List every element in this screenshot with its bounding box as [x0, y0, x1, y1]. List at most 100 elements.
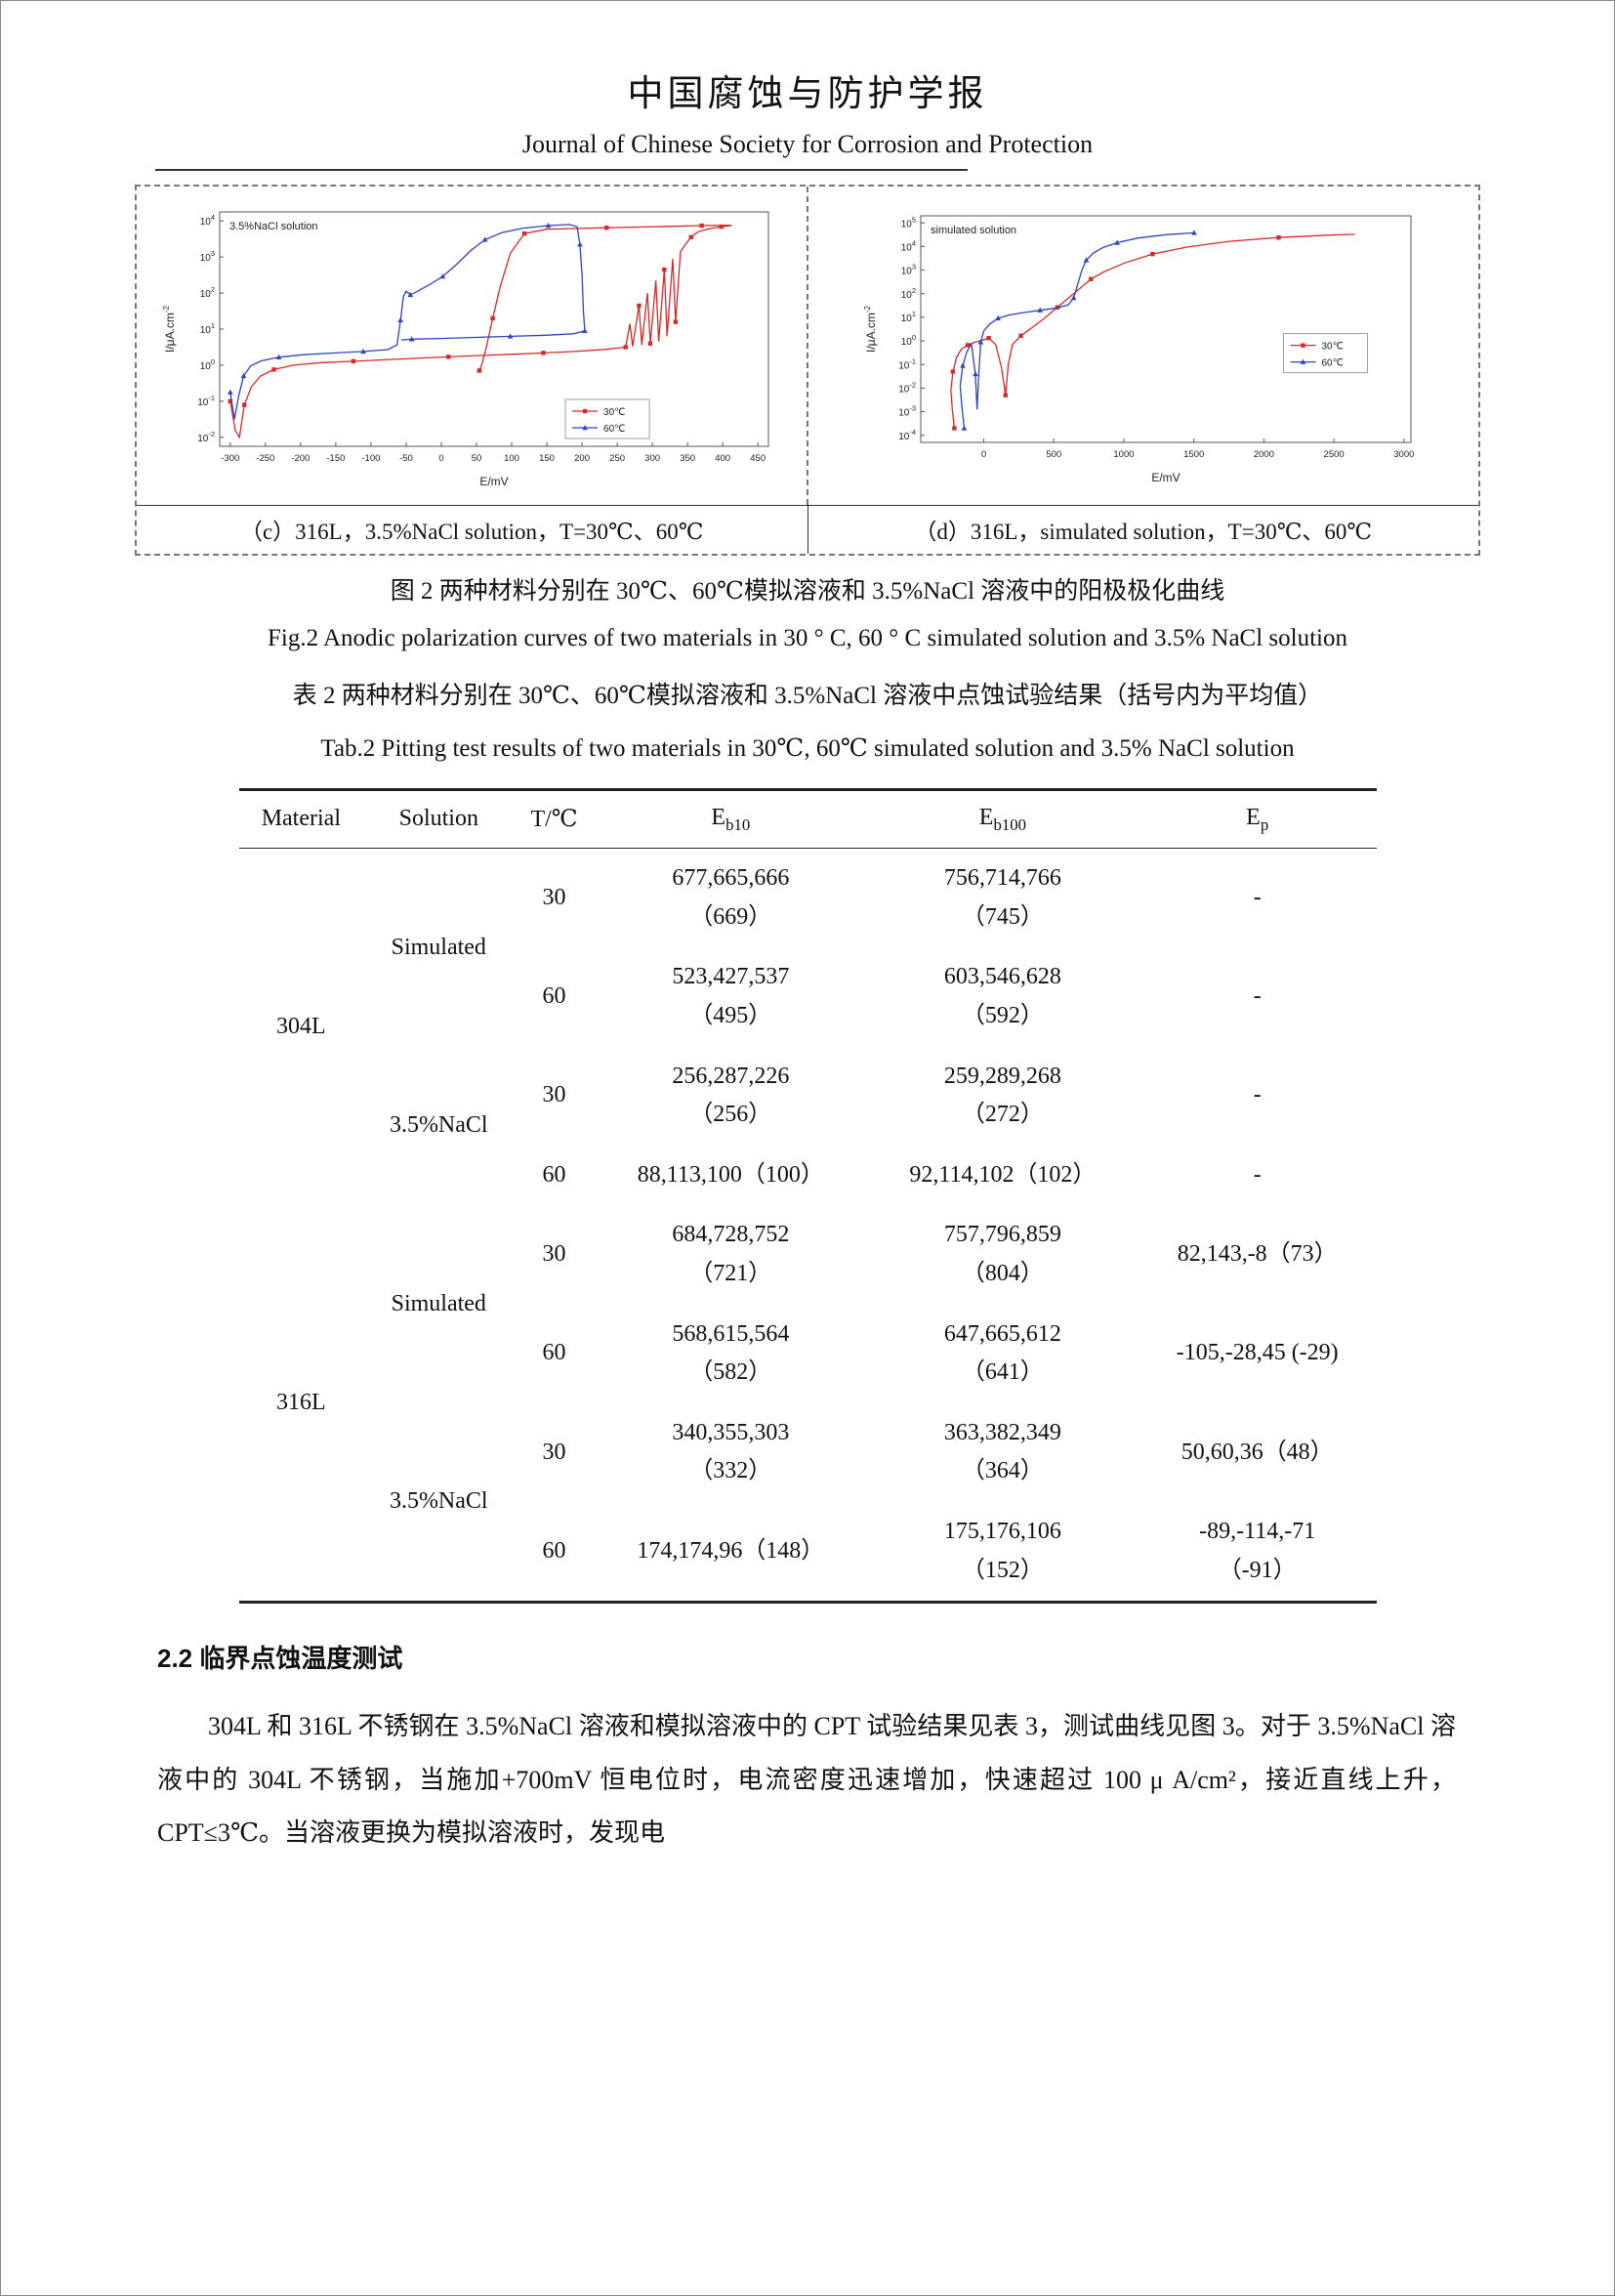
cell-solution: 3.5%NaCl: [389, 1112, 488, 1139]
caption-subfigure-c: （c）316L，3.5%NaCl solution，T=30℃、60℃: [137, 506, 808, 554]
table-row: 60 88,113,100（100） 92,114,102（102） -: [239, 1146, 1377, 1206]
table-row: 60 568,615,564 （582） 647,665,612 （641） -105,-…: [239, 1305, 1377, 1403]
cell-eb10: 256,287,226 （256）: [672, 1063, 790, 1128]
cell-temperature: 30: [542, 1082, 566, 1108]
svg-text:I/μA.cm-2: I/μA.cm-2: [863, 305, 878, 353]
table-row: 60 174,174,96（148） 175,176,106 （152） -89,-11…: [239, 1502, 1377, 1603]
chart-c-container: -300 -250 -200 -150 -100 -50 0 50 100 150 200 250 30…: [137, 187, 808, 505]
figure-caption-chinese: 图 2 两种材料分别在 30℃、60℃模拟溶液和 3.5%NaCl 溶液中的阳极…: [390, 578, 1225, 605]
cell-temperature: 30: [542, 1241, 566, 1268]
svg-text:30℃: 30℃: [1321, 342, 1343, 353]
subfigure-captions-row: （c）316L，3.5%NaCl solution，T=30℃、60℃ （d）3…: [137, 505, 1478, 554]
cell-temperature: 60: [542, 1537, 566, 1564]
figure-2-panel: -300 -250 -200 -150 -100 -50 0 50 100 150 200 250 30…: [135, 185, 1480, 556]
svg-text:-200: -200: [291, 453, 310, 464]
results-table-header-row: Material Solution T/℃ Eb10 Eb100 Ep: [238, 787, 1377, 850]
svg-text:-300: -300: [221, 453, 239, 464]
cell-eb100: 363,382,349 （364）: [943, 1419, 1061, 1484]
svg-text:-100: -100: [361, 453, 380, 464]
caption-subfigure-d: （d）316L，simulated solution，T=30℃、60℃: [914, 520, 1373, 544]
figure-charts-row: -300 -250 -200 -150 -100 -50 0 50 100 150 200 250 30…: [137, 187, 1478, 505]
svg-text:E/mV: E/mV: [1151, 471, 1180, 484]
svg-text:400: 400: [715, 453, 730, 464]
svg-text:2000: 2000: [1254, 449, 1274, 460]
svg-text:E/mV: E/mV: [479, 475, 508, 488]
column-header: Eb100: [866, 787, 1139, 850]
table-caption-chinese: 表 2 两种材料分别在 30℃、60℃模拟溶液和 3.5%NaCl 溶液中点蚀试…: [292, 682, 1323, 709]
cell-ep: -89,-114,-71 （-91）: [1199, 1519, 1316, 1583]
svg-text:I/μA.cm-2: I/μA.cm-2: [162, 305, 177, 353]
svg-text:150: 150: [539, 453, 555, 464]
column-header: Eb10: [594, 787, 867, 850]
cell-eb100: 259,289,268 （272）: [943, 1063, 1061, 1128]
cell-eb100: 756,714,766 （745）: [943, 865, 1061, 930]
svg-text:500: 500: [1046, 449, 1061, 460]
svg-text:2500: 2500: [1324, 449, 1345, 460]
cell-ep: 82,143,-8（73）: [1177, 1241, 1338, 1268]
cell-temperature: 30: [542, 885, 566, 911]
cell-eb10: 684,728,752 （721）: [672, 1222, 790, 1287]
svg-text:1000: 1000: [1113, 449, 1134, 460]
svg-text:30℃: 30℃: [603, 407, 625, 418]
svg-text:250: 250: [609, 453, 625, 464]
polarization-chart-d: 0 500 1000 1500 2000 2500 300010-410-310-210-1…: [860, 202, 1427, 489]
svg-text:60℃: 60℃: [1321, 358, 1343, 369]
cell-ep: -: [1253, 885, 1262, 911]
cell-solution: Simulated: [391, 1290, 486, 1316]
svg-text:0: 0: [438, 453, 443, 464]
column-header: T/℃: [514, 787, 595, 850]
pitting-results-table: Material Solution T/℃ Eb10 Eb100 Ep 304L Simul…: [238, 787, 1377, 1605]
svg-text:3.5%NaCl solution: 3.5%NaCl solution: [229, 221, 318, 232]
svg-text:200: 200: [574, 453, 590, 464]
cell-eb100: 175,176,106 （152）: [943, 1519, 1061, 1583]
cell-ep: -105,-28,45 (-29): [1176, 1340, 1339, 1366]
cell-temperature: 30: [542, 1439, 566, 1465]
section-heading: 2.2 临界点蚀温度测试: [157, 1644, 403, 1674]
table-row: 3.5%NaCl 30 256,287,226 （256） 259,289,268 （27…: [239, 1047, 1377, 1146]
svg-text:0: 0: [981, 449, 986, 460]
polarization-chart-c: -300 -250 -200 -150 -100 -50 0 50 100 150 200 250 30…: [159, 198, 784, 493]
body-paragraph: 304L 和 316L 不锈钢在 3.5%NaCl 溶液和模拟溶液中的 CPT …: [157, 1712, 1456, 1848]
column-header: Ep: [1138, 787, 1377, 850]
results-table-body: 304L Simulated 30 677,665,666 （669） 756,714,7…: [239, 849, 1377, 1603]
column-header: Material: [238, 787, 364, 850]
svg-text:-250: -250: [256, 453, 274, 464]
svg-text:100: 100: [504, 453, 519, 464]
table-caption-english: Tab.2 Pitting test results of two materi…: [320, 735, 1295, 762]
svg-text:simulated solution: simulated solution: [931, 225, 1016, 236]
table-row: 316L Simulated 30 684,728,752 （721） 757,796,8…: [239, 1205, 1377, 1415]
table-row: 3.5%NaCl 30 340,355,303 （332） 363,382,349 （36…: [239, 1403, 1377, 1514]
cell-eb10: 174,174,96（148）: [637, 1537, 825, 1564]
column-header: Solution: [363, 787, 515, 850]
cell-eb100: 92,114,102（102）: [909, 1161, 1097, 1188]
journal-subtitle: Journal of Chinese Society for Corrosion…: [521, 130, 1094, 158]
cell-material: 316L: [276, 1390, 326, 1416]
svg-text:60℃: 60℃: [603, 424, 625, 435]
cell-ep: -: [1253, 1082, 1262, 1108]
cell-eb10: 340,355,303 （332）: [672, 1419, 790, 1484]
cell-eb100: 647,665,612 （641）: [943, 1320, 1061, 1386]
cell-material: 304L: [276, 1014, 326, 1040]
journal-title: 中国腐蚀与防护学报: [627, 74, 988, 114]
cell-ep: 50,60,36（48）: [1180, 1439, 1334, 1465]
header-rule: [155, 169, 968, 171]
svg-text:50: 50: [472, 453, 482, 464]
cell-temperature: 60: [542, 983, 566, 1010]
svg-text:-150: -150: [326, 453, 345, 464]
svg-text:-50: -50: [399, 453, 413, 464]
svg-text:300: 300: [644, 453, 660, 464]
svg-text:350: 350: [680, 453, 695, 464]
cell-ep: -: [1253, 983, 1262, 1010]
cell-eb100: 603,546,628 （592）: [943, 964, 1061, 1029]
cell-eb10: 88,113,100（100）: [637, 1161, 824, 1188]
cell-eb10: 568,615,564 （582）: [672, 1320, 790, 1386]
svg-text:1500: 1500: [1183, 449, 1204, 460]
table-row: 304L Simulated 30 677,665,666 （669） 756,714,7…: [239, 849, 1377, 1039]
cell-eb10: 677,665,666 （669）: [672, 865, 790, 930]
cell-solution: 3.5%NaCl: [389, 1488, 488, 1515]
table-row: 60 523,427,537 （495） 603,546,628 （592） -: [239, 947, 1377, 1046]
svg-text:450: 450: [750, 453, 766, 464]
svg-text:3000: 3000: [1393, 449, 1414, 460]
figure-caption-english: Fig.2 Anodic polarization curves of two …: [268, 625, 1347, 651]
